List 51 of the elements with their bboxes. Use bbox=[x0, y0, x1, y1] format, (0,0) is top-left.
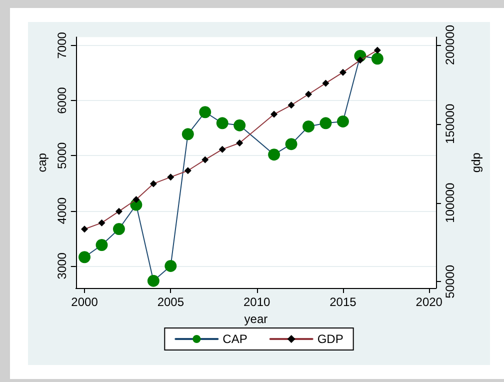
legend-label: CAP bbox=[222, 332, 248, 346]
point bbox=[202, 156, 209, 164]
point bbox=[132, 196, 140, 203]
point bbox=[98, 219, 106, 226]
x-axis-title: year bbox=[244, 312, 268, 326]
point bbox=[234, 119, 246, 132]
x-tick-label: 2015 bbox=[330, 295, 357, 309]
point bbox=[182, 128, 194, 140]
x-tick-label: 2000 bbox=[71, 295, 98, 309]
y2-tick-label: 50000 bbox=[443, 264, 457, 298]
y-tick-label: 6000 bbox=[54, 86, 69, 114]
y-tick-label: 5000 bbox=[54, 142, 69, 170]
y-axis-title: cap bbox=[35, 152, 49, 172]
point bbox=[302, 120, 314, 132]
point bbox=[322, 80, 330, 87]
x-tick-label: 2020 bbox=[416, 295, 443, 309]
point bbox=[96, 238, 108, 251]
point bbox=[78, 251, 91, 264]
point bbox=[184, 167, 192, 174]
y-tick-label: 7000 bbox=[54, 32, 69, 59]
point bbox=[356, 56, 364, 64]
point bbox=[199, 106, 212, 118]
y-tick-label: 3000 bbox=[54, 252, 69, 280]
point bbox=[81, 226, 88, 233]
point bbox=[371, 52, 384, 65]
legend-label: GDP bbox=[317, 332, 344, 346]
point bbox=[268, 148, 280, 161]
point bbox=[320, 117, 332, 130]
y2-tick-label: 150000 bbox=[443, 104, 457, 144]
point bbox=[216, 117, 228, 130]
y-tick-label: 4000 bbox=[54, 197, 69, 224]
point bbox=[218, 146, 226, 153]
point bbox=[236, 140, 244, 146]
point bbox=[150, 180, 157, 188]
point bbox=[305, 90, 312, 98]
y2-tick-label: 200000 bbox=[443, 24, 457, 66]
point bbox=[285, 138, 298, 150]
point bbox=[336, 115, 349, 128]
point bbox=[270, 110, 278, 118]
point bbox=[288, 102, 295, 109]
point bbox=[112, 223, 125, 235]
y2-axis-title: gdp bbox=[469, 152, 483, 173]
point bbox=[339, 68, 346, 76]
point bbox=[147, 274, 160, 287]
point bbox=[115, 208, 122, 215]
x-tick-label: 2010 bbox=[243, 295, 270, 309]
point bbox=[167, 174, 174, 181]
point bbox=[164, 260, 177, 272]
x-tick-label: 2005 bbox=[157, 295, 184, 309]
y2-tick-label: 100000 bbox=[443, 182, 457, 223]
point bbox=[374, 46, 381, 54]
